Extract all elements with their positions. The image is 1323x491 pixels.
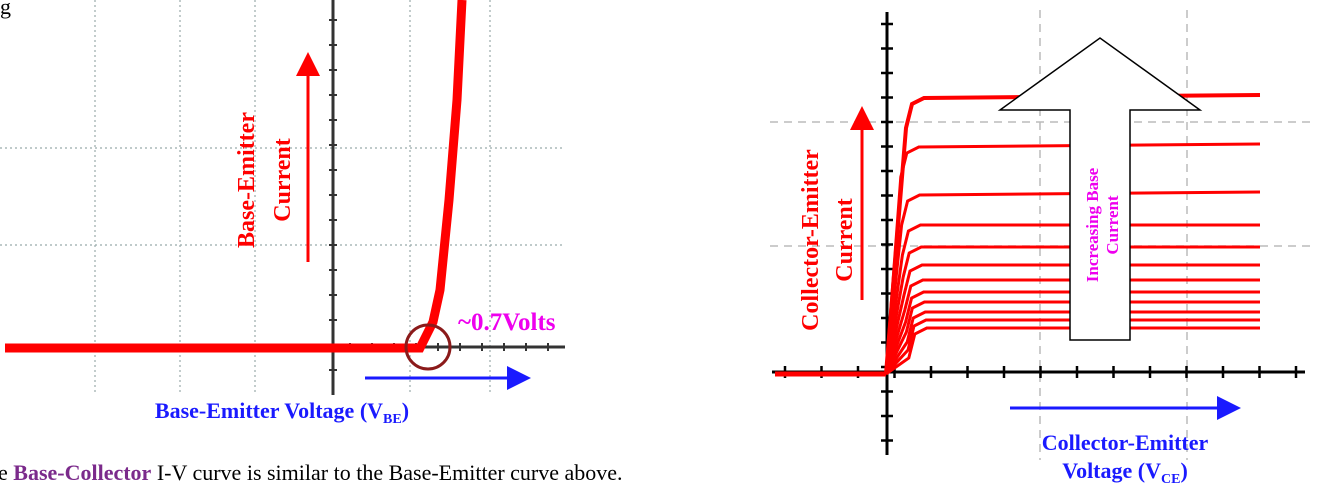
x-label-close: ) — [402, 398, 409, 423]
x-label-close: ) — [1180, 458, 1187, 483]
y-label: Collector-Emitter — [798, 149, 824, 331]
x-label: Collector-Emitter — [1042, 430, 1209, 455]
x-label: Base-Emitter Voltage (VBE) — [155, 398, 409, 427]
page: Base-Emitter Current ~0.7Volts Base-Emit… — [0, 0, 1323, 491]
x-label-sub: BE — [383, 412, 402, 427]
arrow-label: Current — [1103, 195, 1122, 255]
right-graph: Increasing Base Current Collector-Emitte… — [770, 10, 1310, 487]
x-label: Voltage (VCE) — [1062, 458, 1188, 487]
y-label: Base-Emitter — [234, 112, 260, 248]
threshold-label: ~0.7Volts — [458, 309, 556, 336]
caption: e Base-Collector I-V curve is similar to… — [0, 460, 623, 485]
x-label-text: Voltage (V — [1062, 458, 1161, 483]
y-label: Current — [832, 198, 858, 282]
caption-rest: I-V curve is similar to the Base-Emitter… — [157, 460, 623, 485]
arrow-label: Increasing Base — [1083, 167, 1102, 282]
caption-emphasis: Base-Collector — [13, 460, 151, 485]
x-label-text: Base-Emitter Voltage (V — [155, 398, 383, 423]
left-graph: Base-Emitter Current ~0.7Volts Base-Emit… — [0, 0, 565, 427]
y-label: Current — [270, 138, 296, 222]
x-label-sub: CE — [1161, 472, 1180, 487]
caption-lead: e — [0, 460, 8, 485]
fragment: g — [0, 0, 11, 19]
